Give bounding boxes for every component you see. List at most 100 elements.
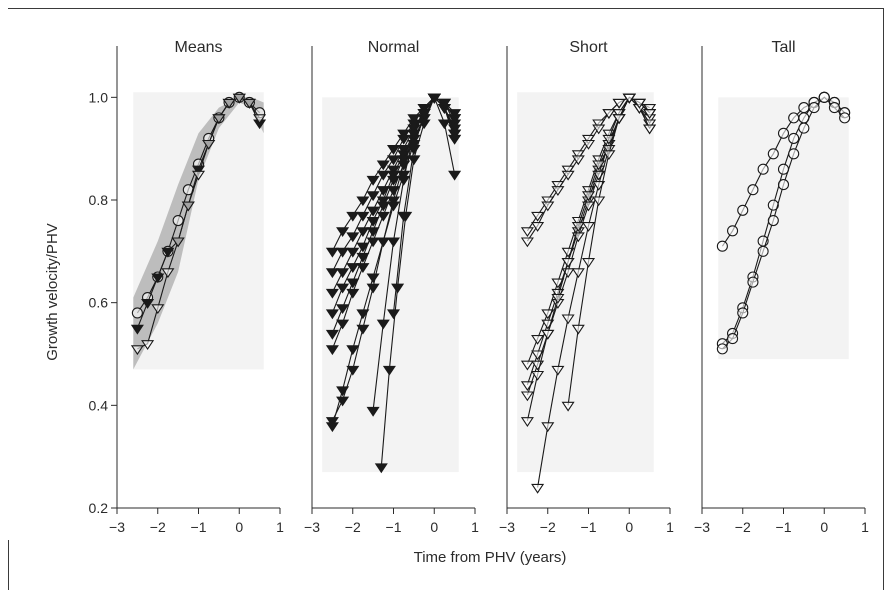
normal-x-tick-label: 1 [471, 519, 479, 535]
means-data-point [151, 304, 165, 314]
axes-layer: −3 −2 −1 0 1 0.2 0.4 0.6 0.8 1.0 −3 −2 −1 0 1 −3 −2 −1 0 1 −… [89, 46, 869, 535]
short-x-tick-label: 0 [625, 519, 633, 535]
series-layer [130, 91, 851, 494]
normal-data-point [448, 170, 462, 181]
short-data-point [531, 370, 545, 381]
short-data-point [561, 401, 575, 412]
short-data-point [520, 237, 534, 248]
x-axis-label: Time from PHV (years) [414, 549, 567, 566]
normal-data-point [336, 304, 350, 314]
normal-data-point [356, 263, 370, 273]
normal-data-point [336, 319, 350, 330]
normal-data-point [366, 237, 380, 248]
normal-data-point [376, 186, 390, 196]
normal-data-point [346, 288, 360, 299]
normal-data-point [366, 216, 380, 227]
panel-title-short: Short [569, 39, 608, 56]
short-data-point [531, 483, 545, 494]
means-data-point [253, 114, 267, 125]
means-data-point [130, 324, 144, 335]
tall-data-point [788, 132, 800, 144]
tall-data-point [818, 91, 830, 103]
tall-x-tick-label: 1 [861, 519, 869, 535]
short-x-tick-label: −3 [499, 519, 515, 535]
y-tick-label: 0.8 [89, 192, 109, 208]
normal-data-point [346, 232, 360, 243]
normal-data-point [336, 227, 350, 237]
normal-data-point [356, 252, 370, 263]
normal-data-point [336, 396, 350, 407]
normal-x-tick-label: −2 [345, 519, 361, 535]
normal-data-point [386, 145, 401, 155]
normal-data-point [376, 170, 390, 181]
normal-data-point [397, 134, 411, 145]
bands-layer [133, 92, 849, 473]
normal-data-point [346, 365, 360, 376]
short-data-point [531, 211, 545, 222]
means-x-tick-label: −3 [109, 519, 125, 535]
short-data-point [561, 314, 575, 325]
normal-data-point [437, 119, 451, 130]
tall-x-tick-label: −3 [694, 519, 710, 535]
means-data-point [242, 98, 256, 109]
short-data-point [592, 160, 606, 171]
normal-data-point [356, 324, 370, 335]
short-data-point [531, 222, 545, 232]
tall-x-tick-label: −1 [776, 519, 792, 535]
short-data-point [612, 114, 626, 125]
normal-data-point [325, 288, 339, 299]
short-data-point [622, 93, 636, 104]
short-data-point [643, 109, 657, 119]
normal-x-tick-label: −1 [386, 519, 402, 535]
frame-right-border [883, 8, 884, 590]
normal-data-point [448, 129, 462, 140]
normal-data-point [374, 463, 388, 474]
normal-data-point [366, 227, 380, 237]
means-data-point [232, 93, 246, 104]
tall-data-point [727, 225, 739, 237]
short-data-point [602, 150, 616, 160]
normal-data-point [376, 160, 390, 171]
means-data-point [191, 170, 206, 181]
normal-data-point [366, 283, 380, 294]
means-x-tick-label: 0 [235, 519, 243, 535]
normal-data-point [391, 283, 405, 294]
tall-data-point [767, 148, 779, 160]
normal-data-point [417, 109, 431, 119]
short-x-tick-label: 1 [666, 519, 674, 535]
short-data-point [581, 258, 596, 268]
tall-data-point [777, 127, 790, 139]
normal-data-point [386, 309, 401, 320]
normal-data-point [376, 319, 390, 330]
means-data-point [222, 98, 236, 109]
short-data-point [643, 104, 657, 114]
means-data-point [171, 237, 185, 248]
tall-data-point [777, 179, 790, 191]
short-data-point [520, 391, 534, 402]
normal-data-point [376, 237, 390, 248]
normal-data-point [376, 211, 390, 222]
normal-data-point [397, 211, 411, 222]
normal-data-point [336, 268, 350, 279]
normal-data-point [407, 129, 421, 140]
tall-data-point [767, 214, 779, 227]
short-data-point [602, 145, 616, 155]
normal-data-point [356, 242, 370, 253]
tall-data-point [747, 276, 759, 288]
tall-data-point [767, 199, 779, 211]
normal-data-point [407, 145, 421, 155]
short-data-point [520, 227, 534, 237]
short-data-point [643, 124, 657, 135]
normal-data-point [346, 211, 360, 222]
normal-data-point [346, 278, 360, 289]
short-x-tick-label: −2 [540, 519, 556, 535]
short-data-point [520, 417, 534, 427]
tall-data-point [788, 112, 800, 124]
tall-data-point [747, 184, 759, 196]
means-data-point [212, 114, 226, 125]
titles-layer: Means Normal Short Tall [174, 39, 795, 56]
means-data-point [141, 340, 155, 350]
panel-title-normal: Normal [368, 39, 420, 56]
normal-data-point [336, 247, 350, 258]
y-tick-label: 0.2 [89, 500, 109, 516]
